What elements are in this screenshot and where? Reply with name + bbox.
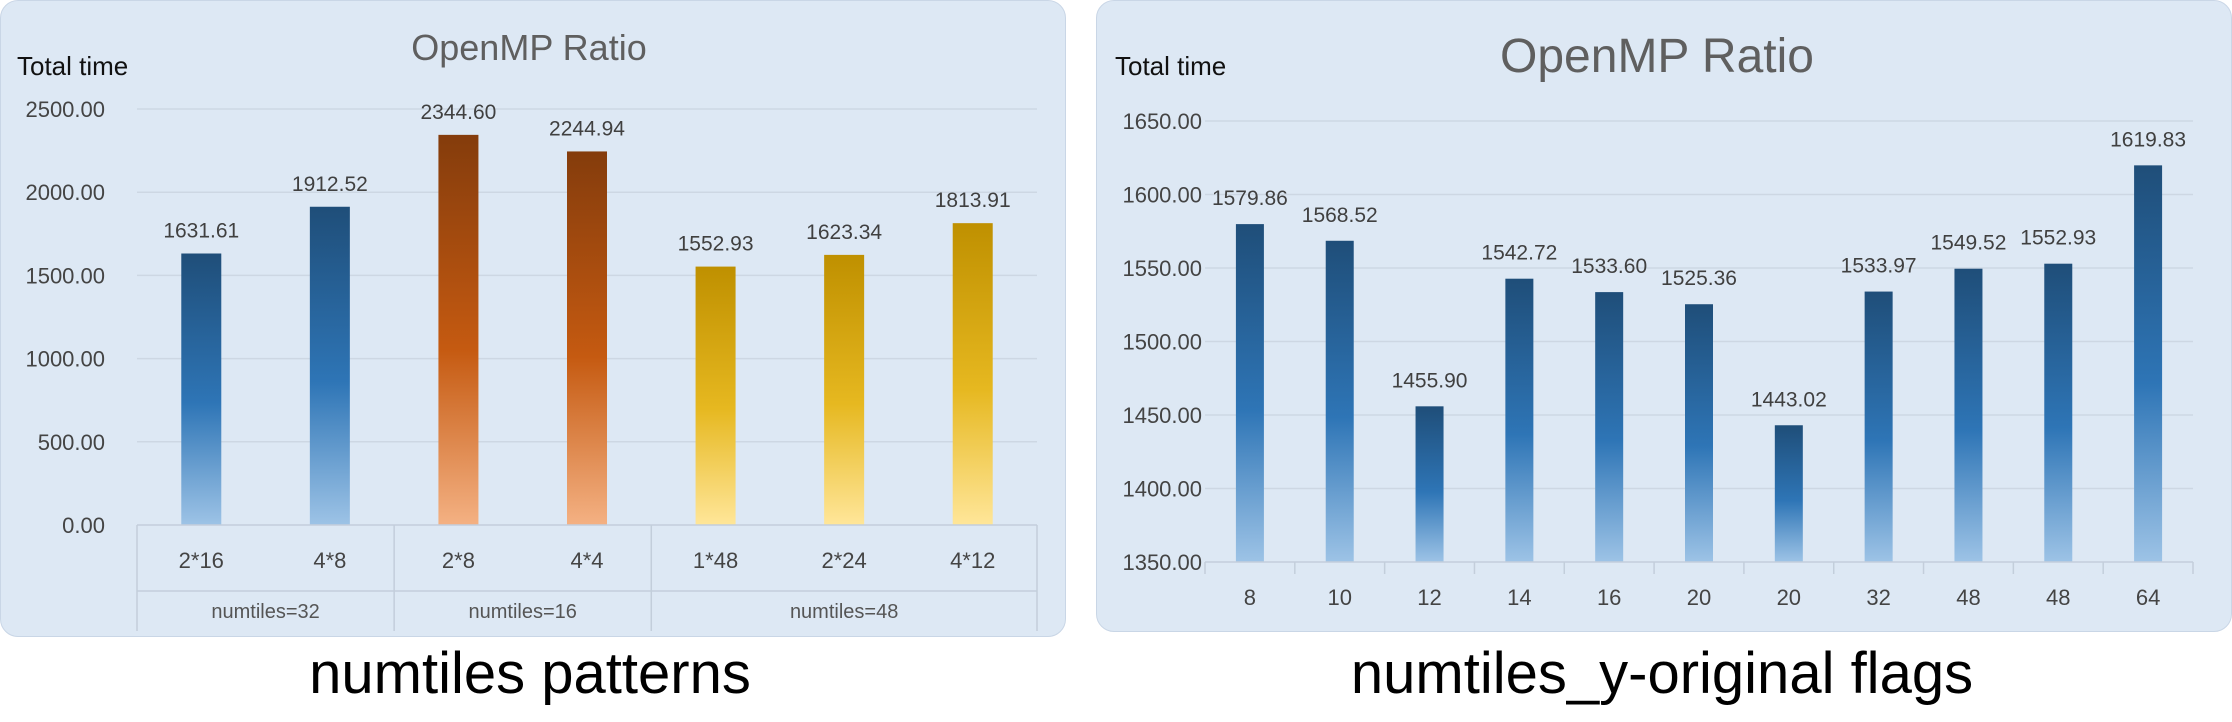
- data-label: 1552.93: [2020, 227, 2096, 250]
- data-label: 1533.60: [1571, 255, 1647, 278]
- x-tick-label: 16: [1597, 585, 1621, 610]
- bar: [2044, 263, 2073, 562]
- y-tick-label: 1550.00: [1122, 256, 1202, 281]
- data-label: 1813.91: [935, 189, 1011, 212]
- right-y-axis-label: Total time: [1115, 51, 1227, 81]
- left-chart-panel: 0.00 500.00 1000.00 1500.00 2000.00 2500.00 16…: [0, 0, 1066, 637]
- group-label: numtiles=32: [211, 601, 319, 623]
- bar: [1415, 406, 1444, 562]
- data-label: 1619.83: [2110, 128, 2186, 151]
- bar: [567, 151, 607, 525]
- x-tick-label: 20: [1777, 585, 1801, 610]
- bar: [309, 206, 350, 526]
- bar: [1774, 425, 1803, 562]
- y-tick-label: 1000.00: [25, 347, 105, 372]
- data-label: 1552.93: [678, 233, 754, 256]
- left-y-axis-label: Total time: [17, 51, 129, 81]
- x-tick-label: 2*24: [822, 548, 867, 573]
- right-caption: numtiles_y-original flags: [1350, 641, 1974, 706]
- data-label: 2244.94: [549, 117, 625, 140]
- y-tick-label: 500.00: [38, 430, 105, 455]
- bar: [2134, 165, 2163, 562]
- bar: [1864, 291, 1893, 562]
- right-chart-svg: 1350.00 1400.00 1450.00 1500.00 1550.00 1600.…: [1122, 109, 2194, 610]
- data-label: 1579.86: [1212, 187, 1288, 210]
- left-caption: numtiles patterns: [309, 641, 751, 706]
- x-tick-label: 2*8: [442, 548, 475, 573]
- group-label: numtiles=16: [469, 601, 577, 623]
- data-label: 1623.34: [806, 221, 882, 244]
- x-tick-label: 32: [1866, 585, 1890, 610]
- x-tick-label: 4*12: [950, 548, 995, 573]
- bar: [1235, 224, 1264, 562]
- data-label: 1568.52: [1302, 204, 1378, 227]
- data-label: 1533.97: [1841, 255, 1917, 278]
- y-tick-label: 0.00: [62, 513, 105, 538]
- bar: [1325, 240, 1354, 562]
- x-tick-label: 1*48: [693, 548, 738, 573]
- left-chart-svg: 0.00 500.00 1000.00 1500.00 2000.00 2500.00 16…: [25, 97, 1038, 631]
- right-chart-title: OpenMP Ratio: [1500, 30, 1814, 83]
- y-tick-label: 1500.00: [1122, 330, 1202, 355]
- bar: [1505, 278, 1534, 562]
- y-tick-label: 1400.00: [1122, 477, 1202, 502]
- bar: [952, 223, 993, 525]
- y-tick-label: 2500.00: [25, 97, 105, 122]
- bar: [1685, 304, 1713, 562]
- x-tick-label: 2*16: [179, 548, 224, 573]
- bar: [438, 134, 479, 525]
- group-label: numtiles=48: [790, 601, 898, 623]
- x-tick-label: 14: [1507, 585, 1531, 610]
- data-label: 1912.52: [292, 173, 368, 196]
- y-tick-label: 1350.00: [1122, 550, 1202, 575]
- data-label: 1525.36: [1661, 267, 1737, 290]
- y-tick-label: 1500.00: [25, 263, 105, 288]
- bar: [1954, 268, 1983, 562]
- bar: [1595, 292, 1624, 562]
- x-tick-label: 4*8: [313, 548, 346, 573]
- data-label: 1455.90: [1392, 369, 1468, 392]
- x-tick-label: 48: [1956, 585, 1980, 610]
- x-tick-label: 12: [1417, 585, 1441, 610]
- bar: [181, 253, 222, 525]
- x-tick-label: 10: [1327, 585, 1351, 610]
- data-label: 1542.72: [1481, 242, 1557, 265]
- data-label: 1549.52: [1930, 232, 2006, 255]
- bar: [695, 266, 736, 525]
- left-chart-title: OpenMP Ratio: [411, 27, 647, 68]
- right-chart-panel: 1350.00 1400.00 1450.00 1500.00 1550.00 1600.…: [1096, 0, 2232, 632]
- data-label: 1443.02: [1751, 388, 1827, 411]
- x-tick-label: 4*4: [570, 548, 603, 573]
- y-tick-label: 1450.00: [1122, 403, 1202, 428]
- x-tick-label: 48: [2046, 585, 2070, 610]
- y-tick-label: 1600.00: [1122, 183, 1202, 208]
- y-tick-label: 2000.00: [25, 180, 105, 205]
- data-label: 1631.61: [163, 220, 239, 243]
- data-label: 2344.60: [420, 101, 496, 124]
- y-tick-label: 1650.00: [1122, 109, 1202, 134]
- x-tick-label: 8: [1244, 585, 1256, 610]
- x-tick-label: 64: [2136, 585, 2160, 610]
- x-tick-label: 20: [1687, 585, 1711, 610]
- bar: [824, 254, 865, 525]
